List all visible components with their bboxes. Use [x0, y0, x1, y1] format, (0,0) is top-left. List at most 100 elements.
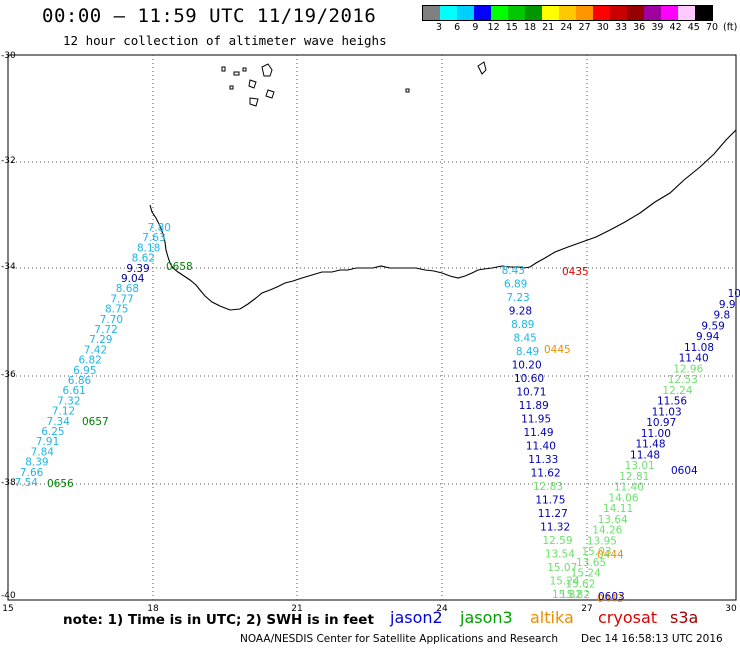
legend-jason3: jason3 — [460, 608, 513, 627]
color-scale-swatch — [525, 6, 542, 20]
swh-value-label: 7.42 — [84, 344, 107, 356]
swh-value-label: 15.03 — [582, 546, 612, 558]
map-subtitle: 12 hour collection of altimeter wave hei… — [63, 33, 387, 48]
lon-tick-label: 27 — [581, 604, 592, 614]
color-scale-label: 3 — [435, 22, 443, 33]
swh-value-label: 11.48 — [630, 449, 660, 461]
color-scale-label: 24 — [560, 22, 573, 33]
color-scale-label: 70 — [705, 22, 719, 33]
color-scale-label: 18 — [523, 22, 537, 33]
color-scale-swatch — [491, 6, 508, 20]
swh-value-label: 10.20 — [512, 360, 542, 372]
color-scale-swatch — [474, 6, 491, 20]
lat-tick-label: -36 — [1, 370, 16, 380]
swh-value-label: 6.61 — [62, 385, 85, 397]
axis-tick-labels: -30 -32 -34 -36 -38 -40 15 18 21 24 27 30 — [1, 51, 737, 614]
swh-value-label: 14.06 — [608, 492, 638, 504]
swh-value-label: 7.91 — [36, 436, 59, 448]
swh-value-label: 12.81 — [619, 471, 649, 483]
lon-tick-label: 18 — [147, 604, 159, 614]
swh-value-label: 9.04 — [121, 273, 145, 285]
swh-value-label: 14.26 — [592, 525, 622, 537]
pass-time-label: 0604 — [671, 465, 698, 477]
legend-altika: altika — [530, 608, 574, 627]
swh-value-label: 7.80 — [148, 222, 171, 234]
color-scale-swatch — [457, 6, 474, 20]
swh-value-label: 8.49 — [516, 346, 539, 358]
color-scale-label: 27 — [578, 22, 591, 33]
swh-value-label: 11.95 — [521, 414, 551, 426]
swh-value-label: 11.33 — [528, 454, 558, 466]
swh-value-label: 15.07 — [547, 562, 577, 574]
color-scale-swatch — [440, 6, 457, 20]
swh-value-label: 8.45 — [513, 333, 536, 345]
swh-value-label: 11.40 — [679, 353, 709, 365]
color-scale-swatch — [593, 6, 610, 20]
color-scale-label: 36 — [633, 22, 646, 33]
lat-tick-label: -30 — [1, 51, 16, 61]
swh-value-label: 7.54 — [15, 477, 39, 489]
swh-value-label: 13.64 — [598, 514, 628, 526]
pass-time-label: 0445 — [544, 344, 571, 356]
color-scale-swatch — [695, 6, 712, 20]
legend-jason2: jason2 — [390, 608, 443, 627]
swh-value-label: 11.40 — [526, 441, 556, 453]
swh-value-label: 7.63 — [142, 232, 165, 244]
swh-value-label: 13.95 — [587, 535, 617, 547]
color-scale-label: 39 — [651, 22, 664, 33]
color-scale-label: 6 — [454, 22, 461, 33]
color-scale-swatch — [678, 6, 695, 20]
color-scale-bar — [422, 5, 713, 21]
color-scale-swatch — [661, 6, 678, 20]
swh-value-label: 7.70 — [100, 314, 123, 326]
swh-value-label: 11.00 — [641, 428, 671, 440]
swh-value-label: 10 — [728, 288, 740, 300]
swh-value-label: 15.24 — [550, 576, 580, 588]
lon-tick-label: 30 — [725, 604, 737, 614]
swh-value-label: 14.11 — [603, 503, 633, 515]
color-scale-swatch — [644, 6, 661, 20]
color-scale-label: 45 — [687, 22, 700, 33]
swh-value-label: 7.72 — [94, 324, 117, 336]
color-scale-swatch — [610, 6, 627, 20]
swh-value-label: 8.18 — [137, 242, 160, 254]
swh-value-label: 9.28 — [509, 306, 532, 318]
color-scale-label: 15 — [505, 22, 518, 33]
pass-time-label: 0656 — [47, 478, 74, 490]
swh-value-label: 6.82 — [78, 355, 101, 367]
swh-value-label: 12.53 — [668, 374, 698, 386]
pass-time-label: 0444 — [597, 549, 624, 561]
altimeter-track-labels: 7.807.638.188.629.399.048.687.778.757.70… — [15, 222, 740, 605]
swh-value-label: 15.24 — [571, 568, 601, 580]
color-scale-label: 21 — [542, 22, 555, 33]
footer-credit: NOAA/NESDIS Center for Satellite Applica… — [240, 633, 558, 645]
swh-value-label: 6.25 — [41, 426, 64, 438]
swh-value-label: 8.68 — [116, 283, 139, 295]
swh-value-label: 11.32 — [540, 522, 570, 534]
pass-time-label: 0657 — [82, 416, 109, 428]
swh-value-label: 12.59 — [542, 535, 572, 547]
swh-value-label: 12.96 — [673, 363, 703, 375]
color-scale-label: 9 — [472, 22, 479, 33]
color-scale-swatch — [627, 6, 644, 20]
swh-value-label: 7.84 — [31, 446, 55, 458]
legend-s3a: s3a — [670, 608, 699, 627]
swh-value-label: 11.08 — [684, 342, 714, 354]
swh-value-label: 15.82 — [560, 589, 590, 601]
lat-tick-label: -38 — [1, 478, 16, 488]
lat-tick-label: -40 — [1, 591, 16, 601]
lon-tick-label: 21 — [291, 604, 302, 614]
swh-value-label: 9.39 — [126, 263, 149, 275]
swh-value-label: 8.75 — [105, 304, 128, 316]
lat-tick-label: -32 — [1, 156, 16, 166]
swh-value-label: 11.48 — [635, 439, 665, 451]
swh-value-label: 8.62 — [132, 253, 155, 265]
swh-value-label: 7.12 — [52, 406, 75, 418]
swh-value-label: 9.9 — [719, 299, 736, 311]
swh-value-label: 11.40 — [614, 482, 644, 494]
lat-tick-label: -34 — [1, 262, 16, 272]
swh-value-label: 9.94 — [696, 331, 720, 343]
swh-value-label: 8.89 — [511, 319, 534, 331]
lon-tick-label: 24 — [436, 604, 448, 614]
